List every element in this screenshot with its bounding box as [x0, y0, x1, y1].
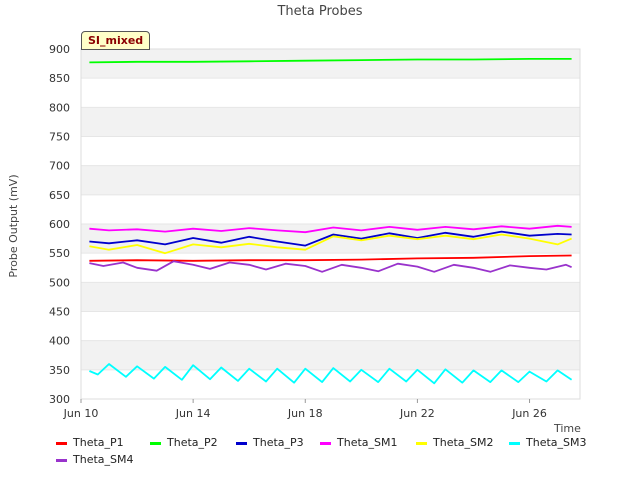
- legend-item-theta-sm2: Theta_SM2: [416, 436, 493, 449]
- plot-frame: [80, 48, 581, 400]
- legend-item-theta-p3: Theta_P3: [236, 436, 304, 449]
- y-axis-ticks: 300 350 400 450 500 550 600 650 700 750 800 850 900: [49, 43, 70, 406]
- y-tick-label: 400: [49, 335, 70, 348]
- x-axis-label: Time: [553, 422, 581, 435]
- series-line-theta-sm4: [89, 260, 572, 273]
- series-line-theta-p1: [89, 254, 572, 262]
- y-tick-label: 700: [49, 160, 70, 173]
- grid-band: [81, 165, 580, 195]
- chart-title: Theta Probes: [276, 4, 362, 19]
- legend-item-theta-sm3: Theta_SM3: [509, 436, 586, 449]
- legend-label: Theta_SM2: [433, 436, 494, 449]
- y-tick-label: 450: [49, 306, 70, 319]
- series-line-theta-p2: [89, 58, 572, 64]
- site-badge: SI_mixed: [81, 31, 151, 50]
- legend-label: Theta_P2: [167, 436, 218, 449]
- legend-item-theta-p2: Theta_P2: [150, 436, 218, 449]
- y-tick-label: 350: [49, 364, 70, 377]
- legend-swatch: [56, 458, 67, 462]
- series-lines: [89, 58, 573, 385]
- legend-item-theta-sm4: Theta_SM4: [56, 453, 133, 466]
- x-tick-label: Jun 14: [175, 407, 211, 420]
- legend-swatch: [320, 441, 331, 445]
- y-tick-label: 750: [49, 131, 70, 144]
- grid-band: [81, 340, 580, 370]
- legend-label: Theta_P3: [253, 436, 304, 449]
- legend-label: Theta_SM1: [337, 436, 398, 449]
- x-tick-label: Jun 10: [63, 407, 99, 420]
- legend-swatch: [416, 441, 427, 445]
- series-line-theta-p3: [89, 230, 572, 247]
- y-axis-label: Probe Output (mV): [7, 174, 20, 277]
- series-line-theta-sm1: [89, 224, 572, 234]
- y-tick-label: 600: [49, 218, 70, 231]
- legend-item-theta-p1: Theta_P1: [56, 436, 124, 449]
- y-tick-label: 650: [49, 189, 70, 202]
- y-tick-label: 800: [49, 101, 70, 114]
- grid-band: [81, 282, 580, 312]
- legend-label: Theta_SM3: [526, 436, 587, 449]
- y-tick-label: 300: [49, 393, 70, 406]
- grid-band: [81, 78, 580, 108]
- legend-swatch: [150, 441, 161, 445]
- legend-swatch: [56, 441, 67, 445]
- x-tick-label: Jun 22: [399, 407, 435, 420]
- legend-swatch: [236, 441, 247, 445]
- legend: Theta_P1 Theta_P2 Theta_P3 Theta_SM1 Theta_S…: [0, 432, 640, 472]
- x-tick-label: Jun 26: [511, 407, 547, 420]
- series-line-theta-sm2: [89, 233, 572, 255]
- x-tick-label: Jun 18: [287, 407, 323, 420]
- y-tick-label: 500: [49, 276, 70, 289]
- grid-band: [81, 369, 580, 399]
- y-tick-label: 550: [49, 247, 70, 260]
- series-line-theta-sm3: [89, 363, 573, 385]
- legend-swatch: [509, 441, 520, 445]
- grid-band: [81, 136, 580, 166]
- grid-band: [81, 107, 580, 137]
- y-tick-label: 850: [49, 72, 70, 85]
- grid-band: [81, 49, 580, 79]
- grid-band: [81, 311, 580, 341]
- grid-band: [81, 194, 580, 224]
- x-axis-ticks: Jun 10 Jun 14 Jun 18 Jun 22 Jun 26: [63, 399, 547, 420]
- grid-band: [81, 253, 580, 283]
- legend-label: Theta_P1: [73, 436, 124, 449]
- grid-bands: [81, 49, 580, 400]
- legend-item-theta-sm1: Theta_SM1: [320, 436, 397, 449]
- legend-label: Theta_SM4: [73, 453, 134, 466]
- y-tick-label: 900: [49, 43, 70, 56]
